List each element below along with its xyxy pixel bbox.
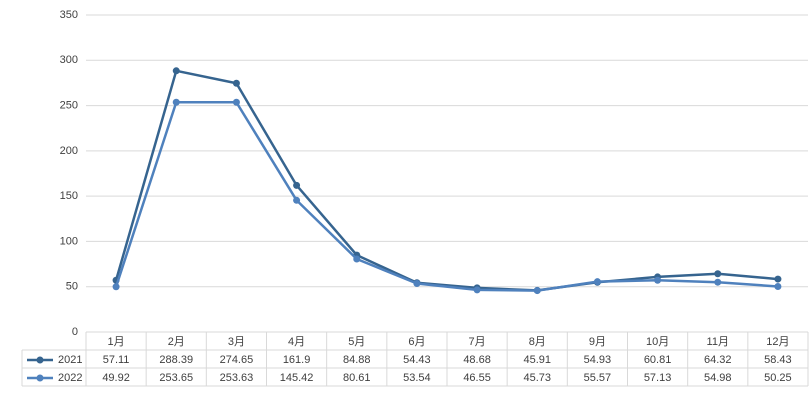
- marker: [232, 79, 240, 87]
- marker: [593, 278, 601, 286]
- table-value: 58.43: [764, 354, 792, 366]
- x-tick-label: 4月: [288, 336, 305, 348]
- table-value: 274.65: [220, 354, 254, 366]
- table-value: 46.55: [463, 372, 491, 384]
- table-value: 60.81: [644, 354, 672, 366]
- series-line: [114, 69, 779, 292]
- table-value: 45.73: [523, 372, 551, 384]
- table-value: 145.42: [280, 372, 314, 384]
- x-tick-label: 9月: [589, 336, 606, 348]
- marker: [353, 255, 361, 263]
- table-value: 80.61: [343, 372, 371, 384]
- x-tick-label: 10月: [646, 336, 669, 348]
- marker: [293, 196, 301, 204]
- table-value: 64.32: [704, 354, 732, 366]
- series-line: [114, 101, 779, 292]
- table-value: 49.92: [102, 372, 130, 384]
- x-tick-label: 7月: [469, 336, 486, 348]
- table-value: 54.93: [584, 354, 612, 366]
- table-value: 53.54: [403, 372, 431, 384]
- marker: [172, 67, 180, 75]
- y-tick-label: 350: [60, 9, 78, 21]
- table-value: 50.25: [764, 372, 792, 384]
- marker: [172, 98, 180, 106]
- marker: [654, 276, 662, 284]
- x-tick-label: 6月: [408, 336, 425, 348]
- y-tick-label: 50: [66, 281, 78, 293]
- table-value: 57.13: [644, 372, 672, 384]
- marker: [293, 181, 301, 189]
- x-tick-label: 3月: [228, 336, 245, 348]
- marker: [112, 283, 120, 291]
- table-value: 54.98: [704, 372, 732, 384]
- marker: [473, 286, 481, 294]
- legend-label: 2021: [58, 354, 82, 366]
- legend-marker: [36, 374, 44, 382]
- x-tick-label: 1月: [108, 336, 125, 348]
- legend-label: 2022: [58, 372, 82, 384]
- legend-marker: [36, 356, 44, 364]
- table-value: 57.11: [103, 354, 130, 366]
- table-value: 161.9: [283, 354, 311, 366]
- x-tick-label: 2月: [168, 336, 185, 348]
- x-tick-label: 8月: [529, 336, 546, 348]
- marker: [232, 98, 240, 106]
- y-tick-label: 0: [72, 326, 78, 338]
- table-value: 48.68: [463, 354, 491, 366]
- marker: [533, 287, 541, 295]
- table-value: 54.43: [403, 354, 431, 366]
- table-value: 45.91: [523, 354, 551, 366]
- table-value: 55.57: [584, 372, 612, 384]
- marker: [774, 282, 782, 290]
- table-value: 253.65: [159, 372, 193, 384]
- table-value: 253.63: [220, 372, 254, 384]
- table-value: 288.39: [159, 354, 193, 366]
- marker: [413, 280, 421, 288]
- y-tick-label: 300: [60, 54, 78, 66]
- x-tick-label: 11月: [707, 336, 729, 348]
- x-tick-label: 5月: [348, 336, 365, 348]
- y-tick-label: 100: [60, 235, 78, 247]
- marker: [714, 278, 722, 286]
- y-tick-label: 200: [60, 145, 78, 157]
- y-tick-label: 250: [60, 99, 78, 111]
- x-tick-label: 12月: [766, 336, 789, 348]
- y-tick-label: 150: [60, 190, 78, 202]
- table-value: 84.88: [343, 354, 371, 366]
- marker: [714, 270, 722, 278]
- marker: [774, 275, 782, 283]
